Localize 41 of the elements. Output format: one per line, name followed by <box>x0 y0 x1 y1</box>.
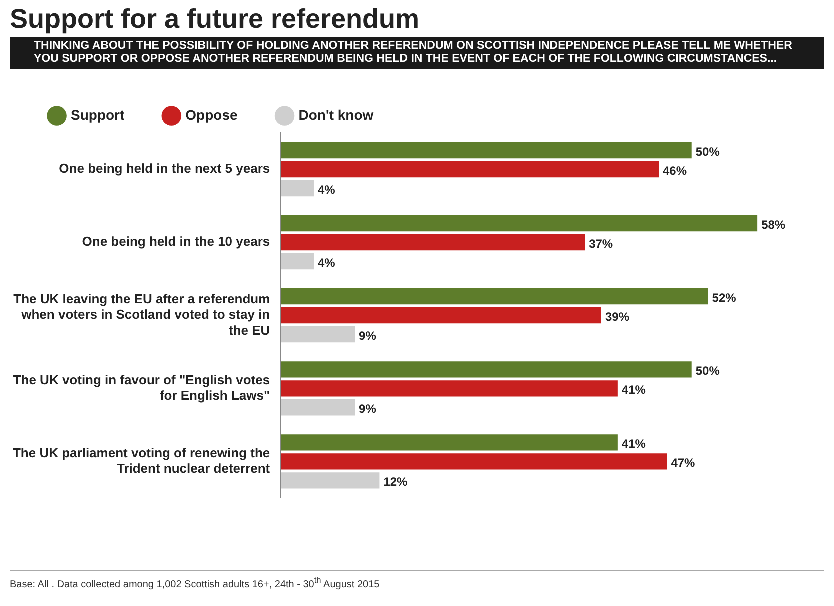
data-label: 9% <box>359 402 377 416</box>
data-label: 58% <box>762 218 786 232</box>
bar <box>281 180 314 197</box>
data-label: 52% <box>712 290 737 305</box>
bar <box>281 380 618 397</box>
text: Base: All . Data collected among 1,002 Scottish adults 16+, 24th - 30$^{th}$ August 2015 <box>10 570 824 590</box>
y-tick-label: One being held in the 10 years <box>82 234 270 250</box>
data-label: 12% <box>384 474 408 489</box>
bar <box>281 308 602 324</box>
legend-label: Oppose <box>186 106 238 123</box>
chart-subtitle: THINKING ABOUT THE POSSIBILITY OF HOLDING ANOTHER REFERENDUM ON SCOTTISH INDEPENDENCE PLEASE TELL ME WHETHER YOU SUPPORT OR OPPOSE ANOTHER REFERENDUM BEING HELD IN THE EVENT OF EACH OF THE FOLLOWING CIRCUMSTANCES... <box>10 37 824 69</box>
bar <box>281 400 356 416</box>
y-tick-label: One being held in the next 5 years <box>59 161 270 176</box>
data-label: 50% <box>696 144 720 159</box>
bar <box>281 216 758 232</box>
bar <box>281 161 659 178</box>
bar <box>281 326 356 343</box>
data-label: 39% <box>605 310 630 324</box>
y-tick-label: The UK parliament voting of renewing the Trident nuclear deterrent <box>12 445 271 476</box>
data-label: 47% <box>671 456 696 470</box>
bar <box>281 454 668 470</box>
bar <box>281 142 692 159</box>
data-label: 50% <box>696 364 720 378</box>
bar <box>281 234 586 251</box>
bar <box>281 288 708 305</box>
y-tick-label: The UK voting in favour of "English votes for English Laws" <box>13 372 270 404</box>
y-tick-label: The UK leaving the EU after a referendum when voters in Scotland voted to stay in the EU <box>14 292 270 338</box>
legend-label: Support <box>71 106 125 123</box>
data-label: 41% <box>622 382 646 397</box>
chart-title: Support for a future referendum <box>10 4 421 35</box>
bar <box>281 253 314 270</box>
data-label: 9% <box>359 328 377 343</box>
data-label: 4% <box>318 256 336 270</box>
data-label: 37% <box>589 236 614 251</box>
data-label: 41% <box>622 437 646 451</box>
bar <box>281 434 618 451</box>
legend-label: Don't know <box>298 106 374 123</box>
data-label: 4% <box>318 182 336 197</box>
bar <box>281 362 692 378</box>
data-label: 46% <box>662 164 688 178</box>
bar <box>281 472 380 489</box>
